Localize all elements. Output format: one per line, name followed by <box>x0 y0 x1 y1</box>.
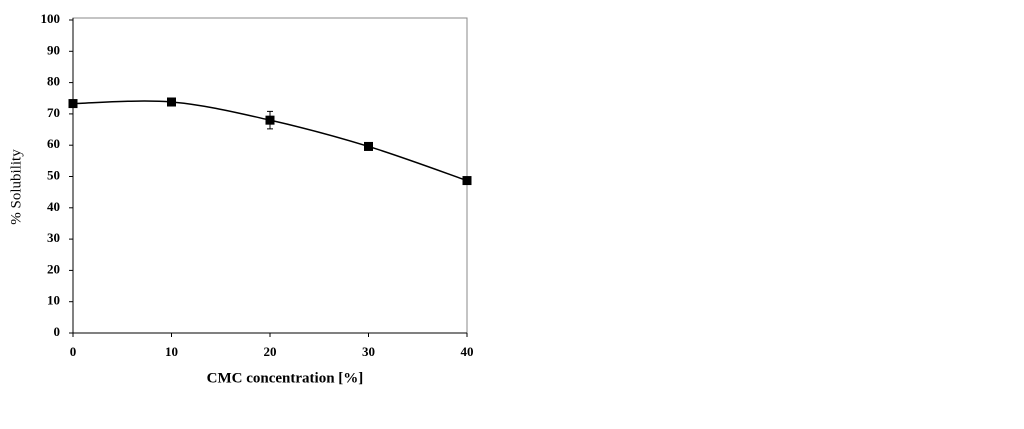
y-tick-label: 80 <box>47 74 60 89</box>
marker <box>364 141 373 151</box>
x-tick-label: 40 <box>461 344 474 359</box>
marker <box>265 115 275 125</box>
marker <box>68 99 78 109</box>
y-tick-label: 20 <box>47 261 60 276</box>
y-tick-label: 70 <box>47 105 60 120</box>
x-tick-label: 0 <box>70 344 77 359</box>
y-tick-label: 10 <box>47 293 60 308</box>
y-tick-label: 0 <box>54 324 61 339</box>
marker <box>167 97 176 107</box>
y-tick-label: 100 <box>41 11 61 26</box>
marker <box>462 176 472 186</box>
y-tick-label: 90 <box>47 42 60 57</box>
x-axis-label: CMC concentration [%] <box>207 370 364 386</box>
y-tick-label: 30 <box>47 230 60 245</box>
x-tick-label: 20 <box>264 344 277 359</box>
y-tick-label: 50 <box>47 167 60 182</box>
x-tick-label: 30 <box>362 344 375 359</box>
y-tick-label: 40 <box>47 199 60 214</box>
y-axis-label: % Solubility <box>8 149 24 225</box>
plot-frame <box>72 17 468 334</box>
x-tick-label: 10 <box>165 344 178 359</box>
y-tick-label: 60 <box>47 136 60 151</box>
